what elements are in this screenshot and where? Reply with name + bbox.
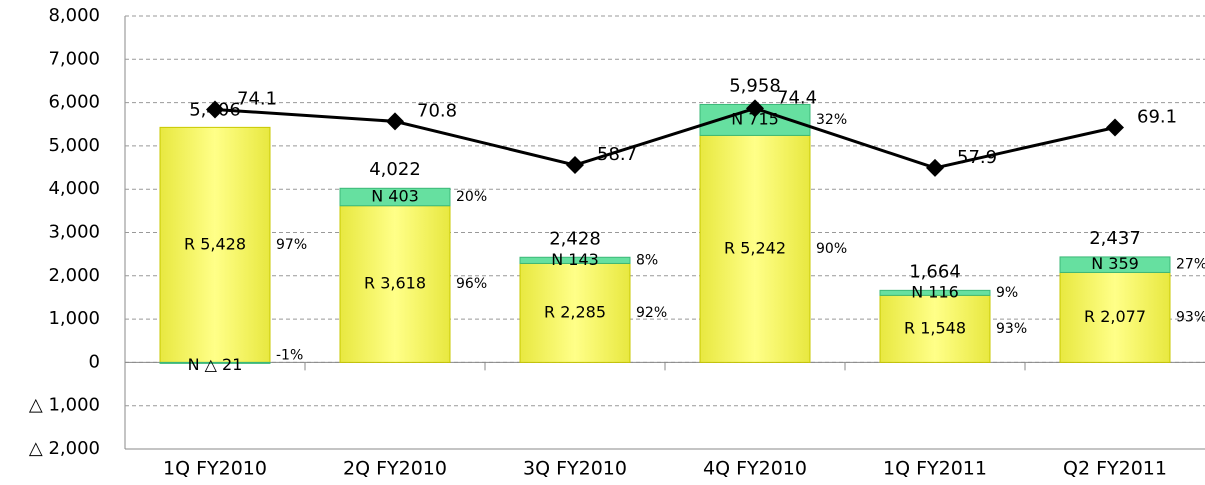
- share-label: 8%: [636, 252, 658, 268]
- y-tick-label: △ 1,000: [29, 395, 100, 416]
- line-label: 74.4: [777, 87, 817, 108]
- share-label: 96%: [456, 276, 487, 292]
- segment-label: N 359: [1091, 254, 1139, 273]
- segment-label: R 5,242: [724, 238, 786, 257]
- total-label: 4,022: [369, 159, 421, 180]
- line-marker: [926, 158, 944, 177]
- segment-label: R 3,618: [364, 274, 426, 293]
- line-label: 70.8: [417, 100, 457, 121]
- line-marker: [566, 156, 584, 175]
- total-label: 2,428: [549, 228, 601, 249]
- share-label: 32%: [816, 112, 847, 128]
- bar-segment: [519, 262, 631, 363]
- y-tick-label: △ 2,000: [29, 438, 100, 459]
- y-tick-label: 5,000: [48, 135, 100, 156]
- x-tick-label: 4Q FY2010: [703, 458, 807, 480]
- line-marker: [1106, 118, 1124, 137]
- y-tick-label: 6,000: [48, 92, 100, 113]
- bar-segment: [339, 205, 451, 363]
- line-marker: [206, 100, 224, 119]
- bar-segment: [1059, 256, 1171, 273]
- segment-label: N 715: [731, 109, 779, 128]
- x-tick-label: 2Q FY2010: [343, 458, 447, 480]
- total-label: 5,958: [729, 75, 781, 96]
- share-label: 93%: [1176, 309, 1205, 325]
- y-tick-label: 0: [89, 351, 100, 372]
- bar-segment: [1059, 271, 1171, 363]
- bar-segment: [519, 256, 631, 264]
- share-label: 27%: [1176, 257, 1205, 273]
- share-label: 93%: [996, 321, 1027, 337]
- share-label: 92%: [636, 305, 667, 321]
- y-tick-label: 7,000: [48, 48, 100, 69]
- line-marker: [386, 112, 404, 131]
- share-label: -1%: [276, 347, 303, 363]
- share-label: 20%: [456, 189, 487, 205]
- segment-label: N 143: [551, 250, 599, 269]
- y-tick-label: 2,000: [48, 265, 100, 286]
- total-label: 1,664: [909, 261, 961, 282]
- bar-segment: [339, 187, 451, 207]
- line-label: 74.1: [237, 88, 277, 109]
- bar-segment: [159, 361, 271, 364]
- bar-segment: [699, 134, 811, 363]
- segment-label: R 2,077: [1084, 307, 1146, 326]
- x-tick-label: Q2 FY2011: [1063, 458, 1167, 480]
- y-tick-label: 3,000: [48, 222, 100, 243]
- share-label: 97%: [276, 237, 307, 253]
- share-label: 90%: [816, 241, 847, 257]
- segment-label: R 1,548: [904, 318, 966, 337]
- line: [214, 106, 1116, 170]
- line-label: 58.7: [597, 144, 637, 165]
- x-tick-label: 1Q FY2011: [883, 458, 987, 480]
- bar-segment: [879, 294, 991, 363]
- line-label: 57.9: [957, 147, 997, 168]
- total-label: 2,437: [1089, 228, 1141, 249]
- segment-label: N 403: [371, 187, 419, 206]
- bar-segment: [879, 289, 991, 296]
- segment-label: N 116: [911, 282, 959, 301]
- segment-label: R 5,428: [184, 234, 246, 253]
- segment-label: N △ 21: [188, 355, 243, 374]
- y-tick-label: 8,000: [48, 5, 100, 26]
- line-label: 69.1: [1137, 106, 1177, 127]
- y-tick-label: 1,000: [48, 308, 100, 329]
- x-tick-label: 1Q FY2010: [163, 458, 267, 480]
- segment-label: R 2,285: [544, 302, 606, 321]
- x-tick-label: 3Q FY2010: [523, 458, 627, 480]
- y-tick-label: 4,000: [48, 178, 100, 199]
- share-label: 9%: [996, 285, 1018, 301]
- line-marker: [746, 99, 764, 118]
